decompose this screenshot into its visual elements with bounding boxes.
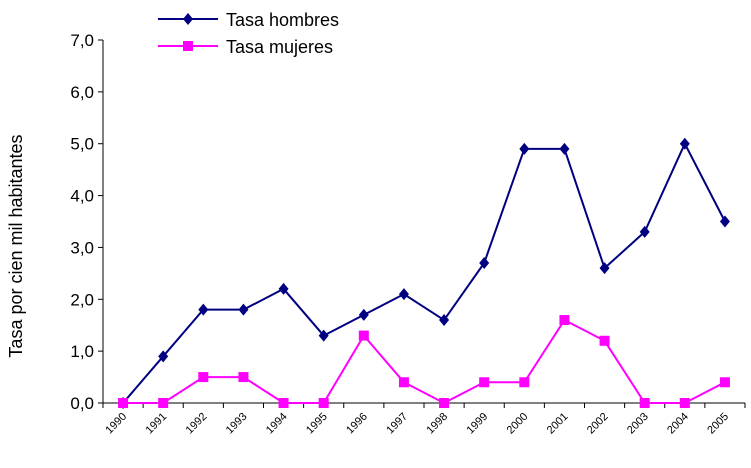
- y-tick-label: 7,0: [70, 31, 94, 50]
- legend-item-hombres: Tasa hombres: [158, 10, 339, 30]
- legend: Tasa hombres Tasa mujeres: [158, 10, 339, 57]
- data-point: [559, 142, 570, 155]
- x-tick-label: 2003: [625, 411, 651, 437]
- data-point: [318, 398, 329, 408]
- y-tick-label: 5,0: [70, 135, 94, 154]
- data-point: [358, 308, 369, 321]
- x-tick-label: 2000: [505, 411, 531, 437]
- x-tick-label: 1995: [304, 411, 330, 437]
- data-point: [479, 377, 490, 388]
- legend-label-hombres: Tasa hombres: [226, 10, 339, 30]
- data-point: [519, 377, 530, 388]
- series-hombres: [118, 137, 730, 409]
- data-point: [158, 350, 169, 363]
- data-point: [719, 377, 730, 388]
- data-point: [158, 398, 169, 408]
- data-point: [639, 225, 650, 238]
- data-point: [238, 303, 249, 316]
- data-point: [639, 398, 650, 408]
- x-tick-label: 1999: [465, 411, 491, 437]
- x-tick-label: 1996: [344, 411, 370, 437]
- data-point: [479, 256, 490, 269]
- data-point: [679, 398, 690, 408]
- legend-marker-diamond: [183, 13, 193, 25]
- x-tick-label: 2001: [545, 411, 571, 437]
- data-point: [439, 398, 450, 408]
- data-point: [398, 377, 409, 388]
- x-tick-label: 1991: [144, 411, 170, 437]
- data-point: [198, 372, 209, 383]
- x-tick-label: 2002: [585, 411, 611, 437]
- data-point: [599, 262, 610, 275]
- x-tick-label: 1994: [264, 411, 290, 437]
- x-tick-label: 2004: [665, 411, 691, 437]
- data-point: [559, 315, 570, 326]
- legend-label-mujeres: Tasa mujeres: [226, 37, 333, 57]
- data-point: [719, 215, 730, 228]
- y-tick-labels: 0,0 1,0 2,0 3,0 4,0 5,0 6,0 7,0: [70, 31, 94, 413]
- legend-item-mujeres: Tasa mujeres: [158, 37, 333, 57]
- data-point: [278, 398, 289, 408]
- data-point: [599, 335, 610, 346]
- y-tick-label: 1,0: [70, 342, 94, 361]
- x-tick-label: 1992: [184, 411, 210, 437]
- series-line: [122, 141, 726, 404]
- data-point: [519, 142, 530, 155]
- y-tick-label: 6,0: [70, 83, 94, 102]
- x-tick-label: 1997: [384, 411, 410, 437]
- data-point: [278, 282, 289, 295]
- data-point: [358, 330, 369, 341]
- y-tick-label: 0,0: [70, 394, 94, 413]
- x-tick-labels: 1990 1991 1992 1993 1994 1995 1996 1997 1998 1999…: [103, 411, 731, 437]
- y-tick-label: 2,0: [70, 290, 94, 309]
- y-axis-label: Tasa por cien mil habitantes: [6, 134, 26, 357]
- x-tick-label: 1993: [224, 411, 250, 437]
- data-point: [439, 314, 450, 327]
- series: [118, 137, 730, 409]
- data-point: [238, 372, 249, 383]
- y-tick-label: 4,0: [70, 187, 94, 206]
- data-point: [398, 288, 409, 301]
- x-tick-label: 2005: [705, 411, 731, 437]
- data-point: [679, 137, 690, 150]
- x-tick-label: 1990: [103, 411, 129, 437]
- data-point: [198, 303, 209, 316]
- series-line: [123, 318, 726, 405]
- series-mujeres: [118, 315, 730, 408]
- data-point: [118, 398, 129, 408]
- data-point: [318, 329, 329, 342]
- legend-marker-square: [183, 41, 193, 51]
- x-tick-label: 1998: [424, 411, 450, 437]
- axes: [98, 39, 746, 408]
- y-tick-label: 3,0: [70, 238, 94, 257]
